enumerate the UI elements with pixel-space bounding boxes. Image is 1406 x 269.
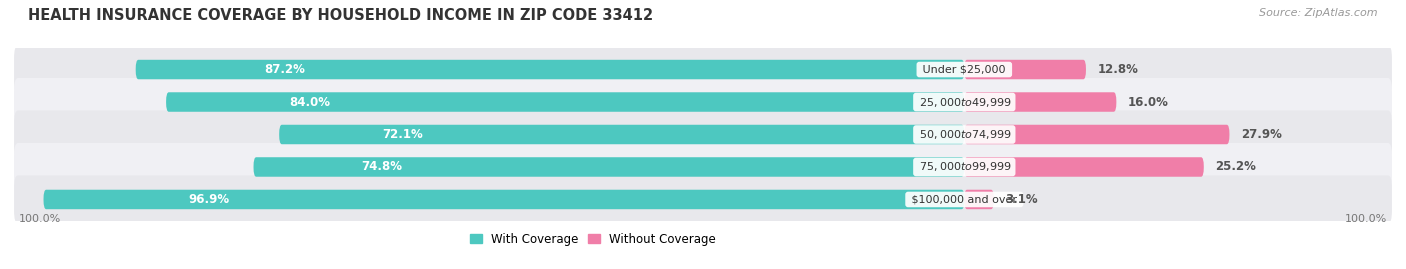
FancyBboxPatch shape [965, 157, 1204, 177]
Text: Source: ZipAtlas.com: Source: ZipAtlas.com [1260, 8, 1378, 18]
FancyBboxPatch shape [280, 125, 965, 144]
Text: $25,000 to $49,999: $25,000 to $49,999 [915, 95, 1012, 108]
Text: 100.0%: 100.0% [18, 214, 60, 224]
FancyBboxPatch shape [14, 45, 1392, 94]
FancyBboxPatch shape [14, 175, 1392, 224]
Text: $75,000 to $99,999: $75,000 to $99,999 [915, 161, 1012, 174]
Text: 72.1%: 72.1% [382, 128, 423, 141]
Text: Under $25,000: Under $25,000 [920, 65, 1010, 75]
Text: 25.2%: 25.2% [1215, 161, 1256, 174]
Text: 100.0%: 100.0% [1346, 214, 1388, 224]
FancyBboxPatch shape [44, 190, 965, 209]
FancyBboxPatch shape [14, 143, 1392, 191]
Text: $50,000 to $74,999: $50,000 to $74,999 [915, 128, 1012, 141]
Legend: With Coverage, Without Coverage: With Coverage, Without Coverage [470, 233, 716, 246]
Text: 84.0%: 84.0% [290, 95, 330, 108]
FancyBboxPatch shape [166, 92, 965, 112]
Text: 74.8%: 74.8% [361, 161, 402, 174]
FancyBboxPatch shape [965, 60, 1085, 79]
FancyBboxPatch shape [14, 78, 1392, 126]
Text: $100,000 and over: $100,000 and over [908, 194, 1021, 204]
Text: 16.0%: 16.0% [1128, 95, 1168, 108]
Text: 96.9%: 96.9% [188, 193, 229, 206]
FancyBboxPatch shape [965, 92, 1116, 112]
FancyBboxPatch shape [965, 190, 994, 209]
Text: 3.1%: 3.1% [1005, 193, 1038, 206]
Text: 12.8%: 12.8% [1097, 63, 1139, 76]
Text: 27.9%: 27.9% [1241, 128, 1282, 141]
Text: 87.2%: 87.2% [264, 63, 305, 76]
FancyBboxPatch shape [14, 111, 1392, 158]
FancyBboxPatch shape [253, 157, 965, 177]
Text: HEALTH INSURANCE COVERAGE BY HOUSEHOLD INCOME IN ZIP CODE 33412: HEALTH INSURANCE COVERAGE BY HOUSEHOLD I… [28, 8, 654, 23]
FancyBboxPatch shape [965, 125, 1229, 144]
FancyBboxPatch shape [136, 60, 965, 79]
